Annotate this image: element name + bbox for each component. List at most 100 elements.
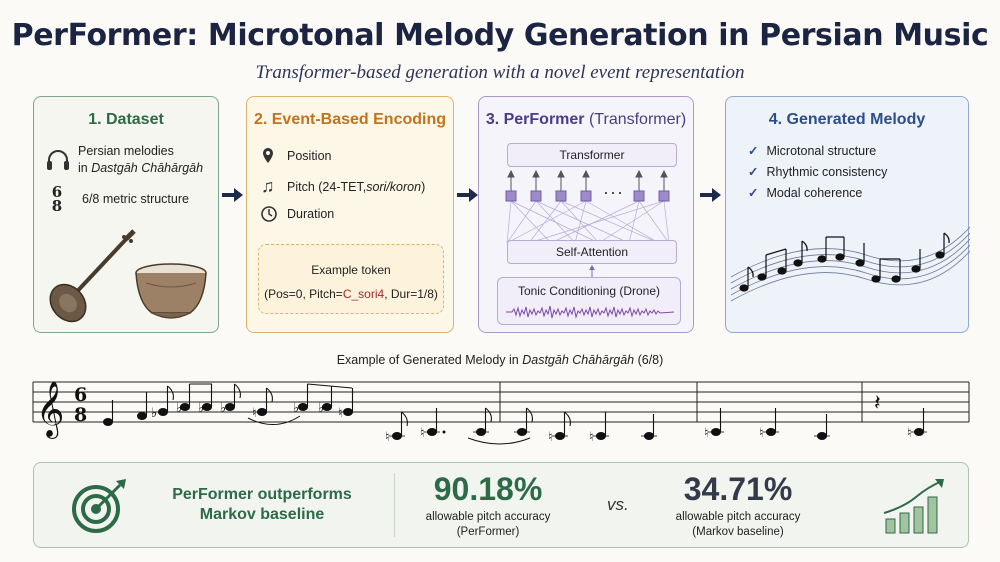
instruments-illustration: [49, 229, 207, 323]
svg-text:♮: ♮: [907, 426, 912, 441]
svg-text:♮: ♮: [338, 406, 343, 421]
model-panel: 3. PerFormer (Transformer) Transformer ·…: [478, 96, 694, 333]
tonic-conditioning-box: Tonic Conditioning (Drone): [497, 277, 681, 325]
treble-clef-icon: 𝄞: [36, 381, 64, 439]
melody-caption: Example of Generated Melody in Dastgāh C…: [0, 353, 1000, 367]
growth-chart-icon: [883, 479, 944, 534]
example-token-box: Example token (Pos=0, Pitch=C_sori4, Dur…: [258, 244, 444, 314]
headphones-icon: [47, 150, 69, 170]
time-sig-top: 6: [74, 384, 87, 406]
dataset-line1: Persian melodies: [78, 144, 174, 158]
dataset-line2-prefix: in: [78, 161, 92, 175]
up-arrow-icon: [589, 265, 595, 277]
svg-text:♮: ♮: [759, 426, 764, 441]
check-label: Rhythmic consistency: [766, 165, 888, 179]
attention-network: [505, 169, 670, 244]
dataset-melodies-row: Persian melodies in Dastgāh Chāhārgāh: [44, 143, 203, 177]
dataset-panel: 1. Dataset Persian melodies in Dastgāh C…: [33, 96, 219, 333]
encoding-pitch-em: sori/koron: [366, 179, 422, 194]
melody-staff: 𝄞 6 8 ♭ ♭ ♭ ♭ ♮ ♭ ♭ ♮ ♮ ♮ ♮ ♮ ♮ ♮ ♮: [32, 381, 970, 445]
tonic-label: Tonic Conditioning (Drone): [517, 284, 661, 298]
encoding-pitch-prefix: Pitch (24-TET,: [287, 179, 367, 194]
dataset-title: 1. Dataset: [88, 111, 164, 128]
markov-accuracy-label: allowable pitch accuracy (Markov baselin…: [638, 510, 838, 540]
check-label: Modal coherence: [766, 186, 863, 200]
arrow-icon: [222, 188, 243, 202]
token-post: , Dur=1/8): [384, 287, 438, 301]
output-title: 4. Generated Melody: [768, 111, 926, 128]
page-title: PerFormer: Microtonal Melody Generation …: [11, 18, 989, 53]
location-pin-icon: [263, 148, 273, 163]
svg-text:♭: ♭: [176, 401, 182, 416]
performer-accuracy: 90.18%: [433, 471, 543, 507]
melody-caption-suffix: (6/8): [634, 353, 664, 367]
svg-text:♮: ♮: [589, 430, 594, 445]
token-ellipsis: ···: [603, 182, 624, 202]
results-headline: PerFormer outperforms Markov baseline: [162, 485, 362, 525]
results-headline-line2: Markov baseline: [199, 506, 325, 523]
svg-text:♮: ♮: [252, 406, 257, 421]
target-icon: [72, 479, 126, 533]
transformer-block: Transformer: [507, 143, 677, 167]
svg-text:♭: ♭: [151, 406, 157, 421]
check-icon: ✓: [748, 144, 759, 158]
results-panel: PerFormer outperforms Markov baseline 90…: [33, 462, 969, 548]
markov-label-line1: allowable pitch accuracy: [675, 511, 801, 523]
dataset-meter-text: 6/8 metric structure: [82, 192, 189, 206]
versus-label: vs.: [607, 495, 629, 514]
check-icon: ✓: [748, 186, 759, 200]
encoding-title: 2. Event-Based Encoding: [253, 111, 447, 128]
check-label: Microtonal structure: [766, 144, 877, 158]
melody-caption-dastgah: Dastgāh Chāhārgāh: [522, 353, 635, 367]
dataset-line2: in Dastgāh Chāhārgāh: [78, 160, 203, 177]
encoding-pitch-row: ♫ Pitch (24-TET, sori/koron): [261, 176, 425, 197]
token-value: (Pos=0, Pitch=C_sori4, Dur=1/8): [259, 287, 443, 301]
svg-text:♭: ♭: [220, 401, 226, 416]
page-subtitle: Transformer-based generation with a nove…: [255, 62, 745, 83]
svg-text:♭: ♭: [198, 401, 204, 416]
performer-label-line2: (PerFormer): [456, 526, 520, 538]
check-item-modal: ✓ Modal coherence: [748, 185, 862, 200]
encoding-position-label: Position: [287, 149, 332, 163]
check-item-rhythmic: ✓ Rhythmic consistency: [748, 164, 887, 179]
svg-text:♭: ♭: [293, 401, 299, 416]
results-divider: [394, 473, 395, 537]
results-headline-line1: PerFormer outperforms: [172, 486, 352, 503]
melody-caption-prefix: Example of Generated Melody in: [336, 353, 523, 367]
markov-label-line2: (Markov baseline): [692, 526, 784, 538]
svg-text:♮: ♮: [548, 430, 553, 445]
model-title-rest: (Transformer): [584, 111, 687, 128]
svg-text:♭: ♭: [318, 401, 324, 416]
model-title-bold: 3. PerFormer: [485, 111, 585, 128]
check-item-microtonal: ✓ Microtonal structure: [748, 143, 876, 158]
token-highlight: C_sori4: [342, 287, 385, 301]
time-sig-bottom: 8: [74, 404, 87, 426]
markov-accuracy: 34.71%: [683, 471, 793, 507]
model-title: 3. PerFormer (Transformer): [479, 111, 693, 129]
self-attention-block: Self-Attention: [507, 240, 677, 264]
encoding-position-row: Position: [261, 147, 331, 165]
performer-accuracy-label: allowable pitch accuracy (PerFormer): [388, 510, 588, 540]
performer-label-line1: allowable pitch accuracy: [425, 511, 551, 523]
dataset-dastgah: Dastgāh Chāhārgāh: [91, 161, 204, 175]
arrow-icon: [457, 188, 478, 202]
output-panel: 4. Generated Melody ✓ Microtonal structur…: [725, 96, 970, 333]
encoding-duration-row: Duration: [261, 205, 334, 223]
encoding-duration-label: Duration: [287, 207, 335, 221]
svg-text:♮: ♮: [704, 426, 709, 441]
tombak-drum: [135, 263, 207, 319]
drone-waveform: [506, 305, 674, 319]
setar-instrument: [49, 229, 136, 323]
quarter-rest-icon: 𝄽: [874, 391, 881, 416]
music-note-icon: ♫: [261, 176, 275, 196]
check-icon: ✓: [748, 165, 759, 179]
encoding-pitch-suffix: ): [421, 179, 426, 194]
clock-icon: [261, 206, 277, 222]
token-pre: (Pos=0, Pitch=: [264, 287, 343, 301]
svg-text:♮: ♮: [385, 430, 390, 445]
svg-text:♮: ♮: [420, 426, 425, 441]
arrow-icon: [700, 188, 721, 202]
token-label: Example token: [311, 263, 391, 277]
